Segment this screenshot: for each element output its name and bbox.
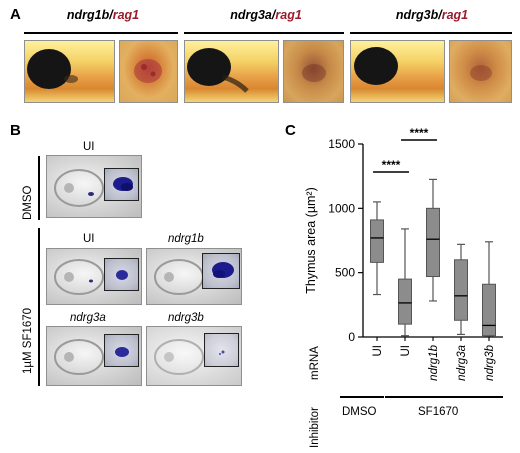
inset-sf-ndrg1b bbox=[202, 253, 240, 289]
partner-gene: rag1 bbox=[112, 8, 140, 22]
panel-c-letter: C bbox=[285, 122, 296, 139]
box-1 bbox=[398, 228, 412, 337]
title-separator: / bbox=[109, 8, 113, 22]
category-label: ndrg3b bbox=[484, 344, 496, 380]
dmso-bracket bbox=[38, 156, 40, 220]
box-3 bbox=[454, 243, 468, 336]
fish-whole-ndrg1b bbox=[24, 40, 115, 103]
box-body bbox=[426, 207, 440, 278]
inset-sf-ndrg3a bbox=[104, 334, 139, 367]
fish-zoom-ndrg1b bbox=[119, 40, 178, 103]
category-label: ndrg1b bbox=[428, 344, 440, 380]
inhibitor-dmso: DMSO bbox=[342, 406, 377, 418]
panel-b-letter: B bbox=[10, 122, 21, 139]
panel-a-letter: A bbox=[10, 6, 21, 23]
fish-zoom-ndrg3b bbox=[449, 40, 512, 103]
box-body bbox=[454, 259, 468, 321]
image-label-ndrg3b: ndrg3b bbox=[168, 312, 204, 324]
box-0 bbox=[370, 201, 384, 296]
box-2 bbox=[426, 178, 440, 302]
y-tick-label: 1500 bbox=[328, 137, 355, 151]
y-tick-label: 500 bbox=[335, 266, 355, 280]
category-label: ndrg3a bbox=[456, 345, 468, 381]
y-tick-label: 1000 bbox=[328, 201, 355, 215]
image-label-dmso-ui: UI bbox=[83, 141, 95, 153]
gene-name: ndrg3a bbox=[230, 8, 272, 22]
panel-a-rule-3 bbox=[350, 32, 512, 34]
panel-a-title-2: ndrg3a/rag1 bbox=[186, 8, 346, 22]
inhibitor-sf1670-rule bbox=[385, 396, 503, 398]
box-4 bbox=[482, 241, 496, 337]
panel-a-rule-2 bbox=[184, 32, 344, 34]
image-label-sf-ui: UI bbox=[83, 233, 95, 245]
significance-label: **** bbox=[382, 158, 401, 172]
fish-whole-ndrg3b bbox=[350, 40, 445, 103]
box-body bbox=[370, 219, 384, 263]
box-body bbox=[398, 278, 412, 325]
image-label-ndrg1b: ndrg1b bbox=[168, 233, 204, 245]
category-label: UI bbox=[372, 345, 384, 357]
inset-dmso-ui bbox=[104, 168, 139, 201]
significance-label: **** bbox=[410, 126, 429, 140]
row-label-inhibitor: Inhibitor bbox=[309, 407, 321, 448]
box-body bbox=[482, 283, 496, 337]
title-separator: / bbox=[271, 8, 276, 22]
image-label-ndrg3a: ndrg3a bbox=[70, 312, 106, 324]
panel-a-rule-1 bbox=[24, 32, 178, 34]
panel-a-title-1: ndrg1b/rag1 bbox=[28, 8, 178, 22]
inset-sf-ui bbox=[104, 258, 139, 291]
gene-name: ndrg3b bbox=[395, 8, 439, 22]
category-label: UI bbox=[400, 345, 412, 357]
title-separator: / bbox=[438, 8, 442, 22]
y-axis-title: Thymus area (µm²) bbox=[304, 187, 318, 294]
inset-sf-ndrg3b bbox=[204, 333, 239, 367]
gene-name: ndrg1b bbox=[66, 8, 110, 22]
fish-whole-ndrg3a bbox=[184, 40, 279, 103]
sf1670-bracket bbox=[38, 228, 40, 386]
inhibitor-sf1670: SF1670 bbox=[418, 406, 459, 418]
row-label-mrna: mRNA bbox=[309, 346, 321, 380]
partner-gene: rag1 bbox=[275, 8, 302, 22]
inhibitor-dmso-rule bbox=[340, 396, 384, 398]
y-tick-label: 0 bbox=[348, 330, 355, 344]
panel-a-title-3: ndrg3b/rag1 bbox=[352, 8, 512, 22]
embryo-sf-ui bbox=[46, 248, 142, 305]
partner-gene: rag1 bbox=[441, 8, 469, 22]
fish-zoom-ndrg3a bbox=[283, 40, 344, 103]
